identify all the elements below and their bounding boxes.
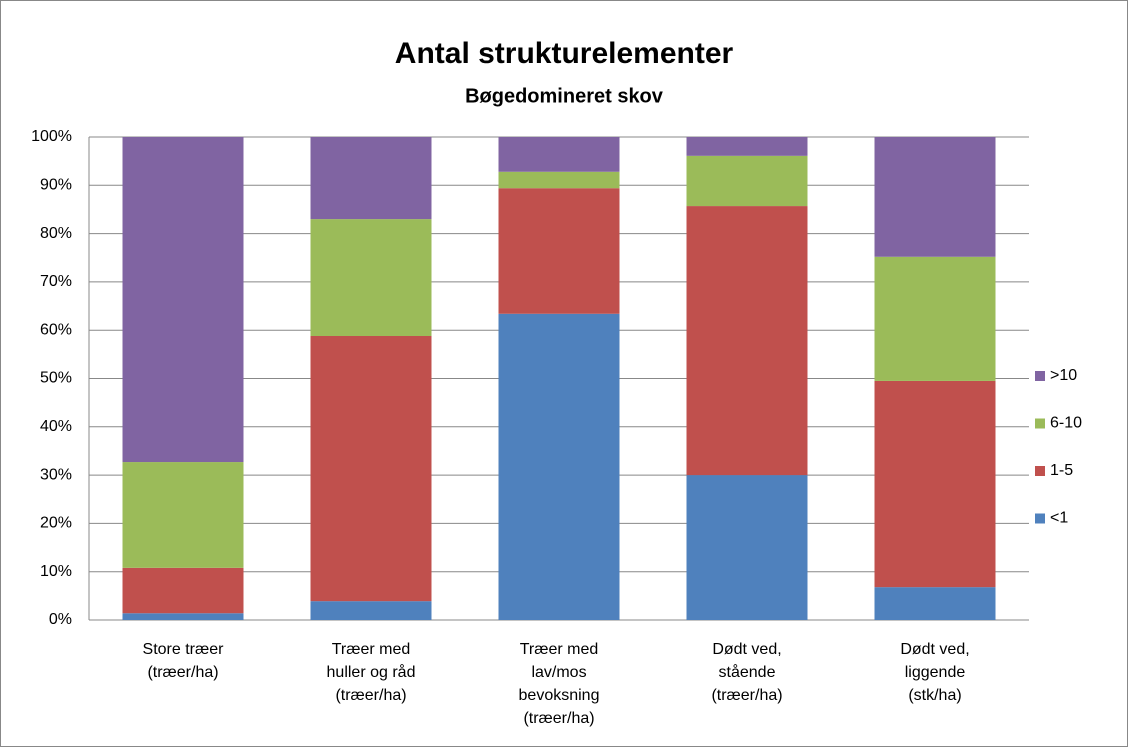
x-tick-label: Træer med huller og råd (træer/ha) (327, 641, 416, 704)
y-tick-label: 20% (40, 515, 72, 532)
legend-label: 1-5 (1050, 462, 1073, 479)
legend-swatch (1035, 371, 1045, 381)
bar-segment (874, 137, 996, 257)
bar-segment (498, 171, 620, 189)
bar-segment (686, 475, 808, 620)
bar-segment (122, 613, 244, 620)
x-tick-label: Træer med lav/mos bevoksning (træer/ha) (519, 641, 600, 727)
bar-segment (122, 462, 244, 568)
legend-label: 6-10 (1050, 415, 1082, 432)
y-tick-label: 50% (40, 370, 72, 387)
bar-segment (874, 256, 996, 381)
legend-label: >10 (1050, 367, 1077, 384)
legend-swatch (1035, 418, 1045, 429)
chart-subtitle: Bøgedomineret skov (465, 85, 664, 107)
bar-segment (122, 137, 244, 463)
y-tick-label: 10% (40, 563, 72, 580)
legend-swatch (1035, 466, 1045, 476)
bar-segment (686, 206, 808, 476)
y-tick-label: 90% (40, 177, 72, 194)
legend-label: <1 (1050, 510, 1068, 527)
chart-title: Antal strukturelementer (395, 37, 734, 70)
x-tick-label: Dødt ved, stående (træer/ha) (711, 641, 782, 704)
y-tick-label: 30% (40, 466, 72, 483)
legend-swatch (1035, 513, 1045, 524)
bar-segment (686, 137, 808, 156)
y-tick-label: 70% (40, 273, 72, 290)
y-tick-label: 0% (49, 611, 72, 628)
x-tick-label: Store træer (træer/ha) (143, 641, 225, 681)
bar-segment (310, 335, 432, 602)
bar-segment (874, 587, 996, 620)
y-tick-label: 100% (31, 128, 72, 145)
bar-segment (498, 137, 620, 172)
bar-segment (498, 188, 620, 314)
bar-segment (310, 601, 432, 620)
y-tick-label: 80% (40, 225, 72, 242)
bar-segment (874, 380, 996, 588)
bar-segment (498, 313, 620, 620)
y-tick-label: 60% (40, 321, 72, 338)
bar-segment (310, 219, 432, 336)
bar-segment (122, 567, 244, 614)
bar-segment (310, 137, 432, 220)
bar-segment (686, 155, 808, 207)
x-tick-label: Dødt ved, liggende (stk/ha) (900, 641, 969, 704)
y-tick-label: 40% (40, 418, 72, 435)
